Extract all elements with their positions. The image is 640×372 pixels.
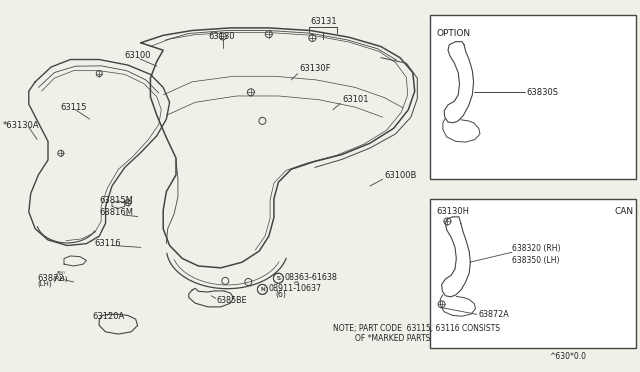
Text: S: S xyxy=(276,276,280,281)
Bar xyxy=(430,15,636,179)
Text: 63101: 63101 xyxy=(342,95,369,104)
Text: 638350 (LH): 638350 (LH) xyxy=(512,256,559,265)
Text: N: N xyxy=(260,287,265,292)
Text: 63116: 63116 xyxy=(95,239,122,248)
Text: OF *MARKED PARTS: OF *MARKED PARTS xyxy=(355,334,431,343)
Bar xyxy=(430,199,636,348)
Text: 63830S: 63830S xyxy=(527,88,559,97)
Text: (RH): (RH) xyxy=(52,275,68,282)
Text: 63872: 63872 xyxy=(37,274,64,283)
Text: 08911-10637: 08911-10637 xyxy=(269,284,322,293)
Text: 63872A: 63872A xyxy=(479,310,509,319)
Text: CAN: CAN xyxy=(614,207,634,216)
Text: 63131: 63131 xyxy=(310,17,337,26)
Text: 638320 (RH): 638320 (RH) xyxy=(512,244,561,253)
Text: *63130A: *63130A xyxy=(3,121,40,130)
Text: 63815M: 63815M xyxy=(99,196,133,205)
Text: (6): (6) xyxy=(275,290,286,299)
Text: S: S xyxy=(276,276,280,281)
Text: 6385BE: 6385BE xyxy=(216,296,247,305)
Text: 63115: 63115 xyxy=(61,103,87,112)
Text: 63130: 63130 xyxy=(208,32,235,41)
Text: 63120A: 63120A xyxy=(93,312,125,321)
Text: OPTION: OPTION xyxy=(436,29,470,38)
Text: 63816M: 63816M xyxy=(99,208,133,217)
Text: (LH): (LH) xyxy=(37,280,52,287)
Text: N: N xyxy=(260,287,265,292)
Text: Θ: Θ xyxy=(294,281,299,286)
Text: ^630*0.0: ^630*0.0 xyxy=(549,352,586,361)
Text: ⁽ᴿᴴ⁾: ⁽ᴿᴴ⁾ xyxy=(56,272,65,277)
Text: 63100B: 63100B xyxy=(384,171,417,180)
Text: 63130H: 63130H xyxy=(436,207,469,216)
Text: NOTE; PART CODE  63115, 63116 CONSISTS: NOTE; PART CODE 63115, 63116 CONSISTS xyxy=(333,324,500,333)
Text: 63100: 63100 xyxy=(125,51,151,60)
Text: 63130F: 63130F xyxy=(300,64,331,73)
Text: 08363-61638: 08363-61638 xyxy=(285,273,338,282)
